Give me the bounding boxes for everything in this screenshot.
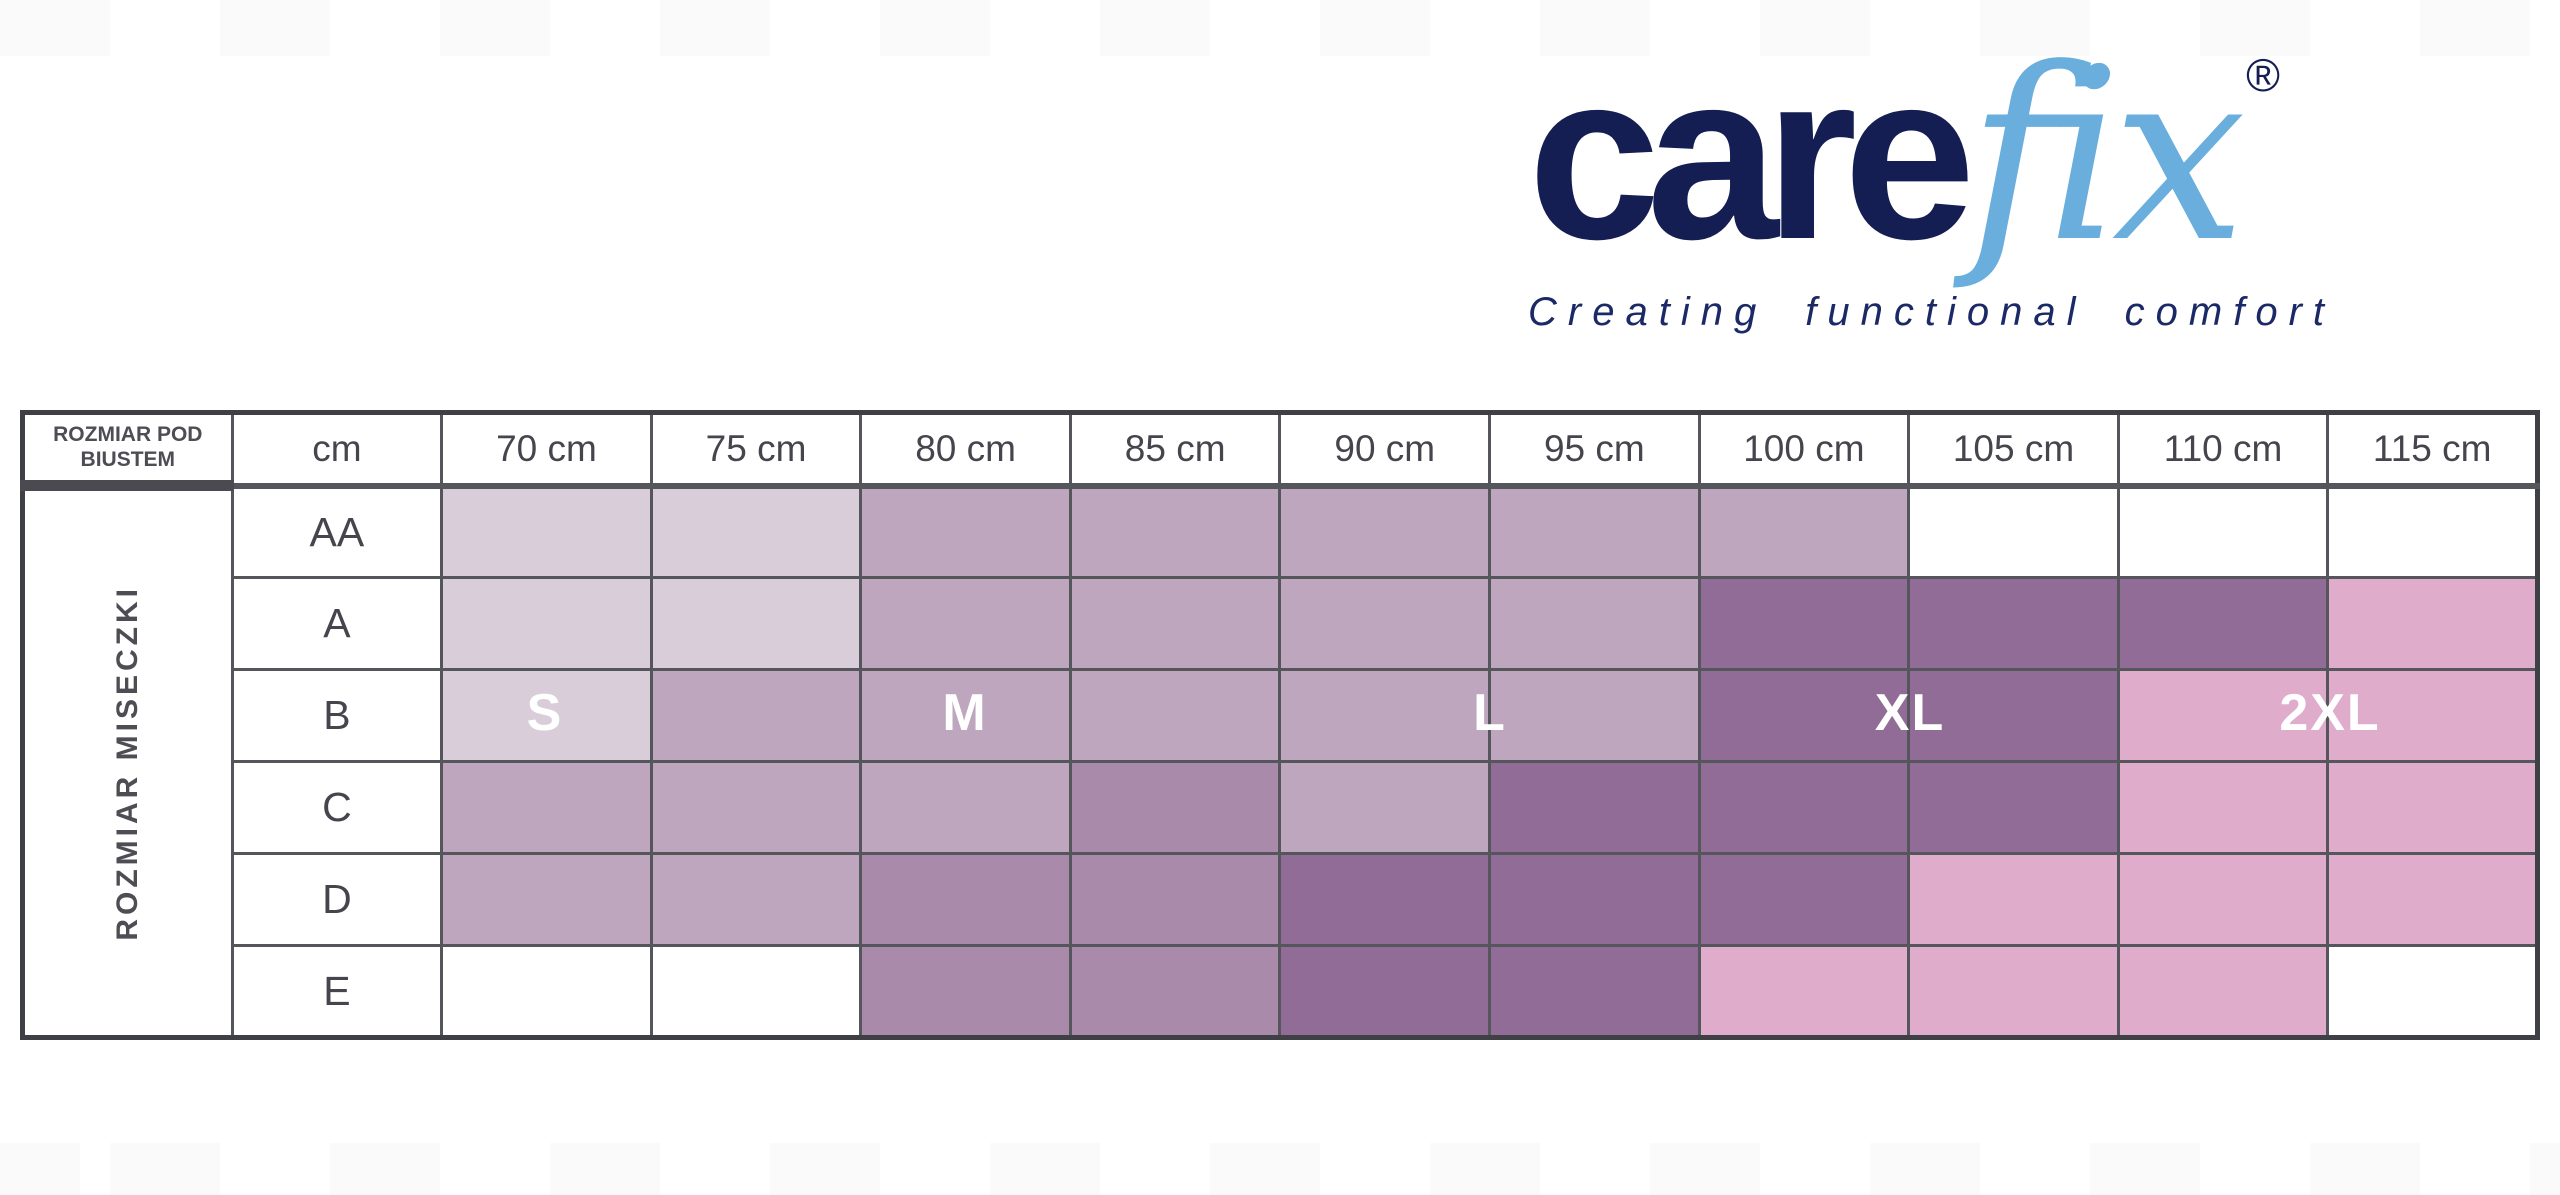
- size-cell-medium: [649, 852, 863, 947]
- size-cell-medium: [440, 760, 653, 855]
- size-cell-medium: [649, 760, 863, 855]
- size-cell-dark: [1278, 944, 1492, 1039]
- column-header: 90 cm: [1278, 411, 1492, 489]
- size-cell-middark: [1068, 760, 1282, 855]
- size-cell-light: [649, 484, 863, 579]
- size-cell-medium: [1068, 576, 1282, 671]
- size-cell-medium: [859, 484, 1072, 579]
- size-cell-middark: [1068, 944, 1282, 1039]
- size-cell-medium: [1697, 484, 1911, 579]
- column-header: 110 cm: [2116, 411, 2330, 489]
- size-cell-medium: [1488, 668, 1701, 763]
- size-cell-pink: [1907, 944, 2120, 1039]
- column-header: 75 cm: [649, 411, 863, 489]
- table-row: C: [23, 760, 2539, 855]
- cup-size-label: C: [230, 760, 444, 855]
- column-header: 95 cm: [1488, 411, 1701, 489]
- size-cell-middark: [859, 852, 1072, 947]
- size-cell-dark: [1697, 576, 1911, 671]
- size-cell-dark: [1488, 944, 1701, 1039]
- size-cell-medium: [1068, 484, 1282, 579]
- size-cell-dark: [1278, 852, 1492, 947]
- size-cell-white: [2116, 484, 2330, 579]
- size-cell-dark: [1907, 668, 2120, 763]
- size-cell-middark: [1068, 852, 1282, 947]
- size-cell-medium: [440, 852, 653, 947]
- logo-tagline: Creating functional comfort: [1528, 290, 2336, 334]
- size-cell-white: [2326, 484, 2539, 579]
- size-cell-medium: [1488, 576, 1701, 671]
- size-cell-light: [440, 668, 653, 763]
- size-cell-middark: [859, 944, 1072, 1039]
- size-cell-white: [649, 944, 863, 1039]
- brand-logo: carefix ® Creating functional comfort: [1528, 38, 2408, 335]
- size-cell-dark: [1697, 852, 1911, 947]
- size-cell-pink: [2326, 576, 2539, 671]
- size-cell-dark: [1697, 760, 1911, 855]
- size-cell-medium: [1278, 668, 1492, 763]
- transparency-checker-bottom: [0, 1143, 2560, 1195]
- registered-trademark-icon: ®: [2246, 49, 2281, 101]
- size-cell-medium: [859, 760, 1072, 855]
- size-cell-light: [440, 576, 653, 671]
- size-cell-dark: [1697, 668, 1911, 763]
- table-row: D: [23, 852, 2539, 947]
- cup-size-label: B: [230, 668, 444, 763]
- table-row: ROZMIAR MISECZKI AA: [21, 484, 2539, 1039]
- table-row: A: [23, 576, 2539, 671]
- size-cell-medium: [1278, 484, 1492, 579]
- size-cell-pink: [2326, 760, 2539, 855]
- logo-care-text: care: [1528, 24, 1976, 289]
- row-axis-label: ROZMIAR MISECZKI: [110, 585, 144, 941]
- size-cell-medium: [1278, 576, 1492, 671]
- size-cell-white: [440, 944, 653, 1039]
- size-cell-pink: [2116, 944, 2330, 1039]
- header-row: ROZMIAR POD BIUSTEM cm 70 cm 75 cm 80 cm 85…: [21, 411, 2539, 491]
- size-cell-dark: [1488, 760, 1701, 855]
- size-cell-medium: [1068, 668, 1282, 763]
- size-cell-medium: [859, 668, 1072, 763]
- cup-size-label: AA: [230, 484, 444, 579]
- size-cell-dark: [1907, 760, 2120, 855]
- size-cell-white: [1907, 484, 2120, 579]
- unit-header: cm: [230, 411, 444, 489]
- size-cell-pink: [2116, 760, 2330, 855]
- cup-size-label: D: [230, 852, 444, 947]
- column-header: 115 cm: [2326, 411, 2539, 489]
- size-cell-pink: [2116, 852, 2330, 947]
- table-row: B: [23, 668, 2539, 763]
- cup-size-label: A: [230, 576, 444, 671]
- size-cell-dark: [2116, 576, 2330, 671]
- size-cell-dark: [1907, 576, 2120, 671]
- size-cell-medium: [1488, 484, 1701, 579]
- size-cell-medium: [649, 668, 863, 763]
- column-header: 70 cm: [440, 411, 653, 489]
- size-cell-pink: [2326, 668, 2539, 763]
- column-header: 80 cm: [859, 411, 1072, 489]
- size-cell-pink: [1907, 852, 2120, 947]
- cup-size-label: E: [230, 944, 444, 1039]
- column-header: 100 cm: [1697, 411, 1911, 489]
- logo-fix-text: fix: [1967, 18, 2246, 295]
- corner-header: ROZMIAR POD BIUSTEM: [21, 411, 234, 491]
- table-row: E: [23, 944, 2539, 1039]
- size-cell-light: [649, 576, 863, 671]
- size-cell-white: [2326, 944, 2539, 1039]
- size-cell-medium: [859, 576, 1072, 671]
- column-header: 85 cm: [1068, 411, 1282, 489]
- size-cell-dark: [1488, 852, 1701, 947]
- column-header: 105 cm: [1907, 411, 2120, 489]
- size-chart-table: ROZMIAR POD BIUSTEM cm 70 cm 75 cm 80 cm 85…: [20, 410, 2540, 1040]
- size-chart: ROZMIAR POD BIUSTEM cm 70 cm 75 cm 80 cm 85…: [20, 410, 2540, 1040]
- size-cell-pink: [1697, 944, 1911, 1039]
- brand-wordmark: carefix ®: [1528, 38, 2408, 276]
- size-cell-light: [440, 484, 653, 579]
- row-axis-cell: ROZMIAR MISECZKI: [21, 484, 234, 1039]
- size-cell-pink: [2116, 668, 2330, 763]
- size-cell-medium: [1278, 760, 1492, 855]
- size-cell-pink: [2326, 852, 2539, 947]
